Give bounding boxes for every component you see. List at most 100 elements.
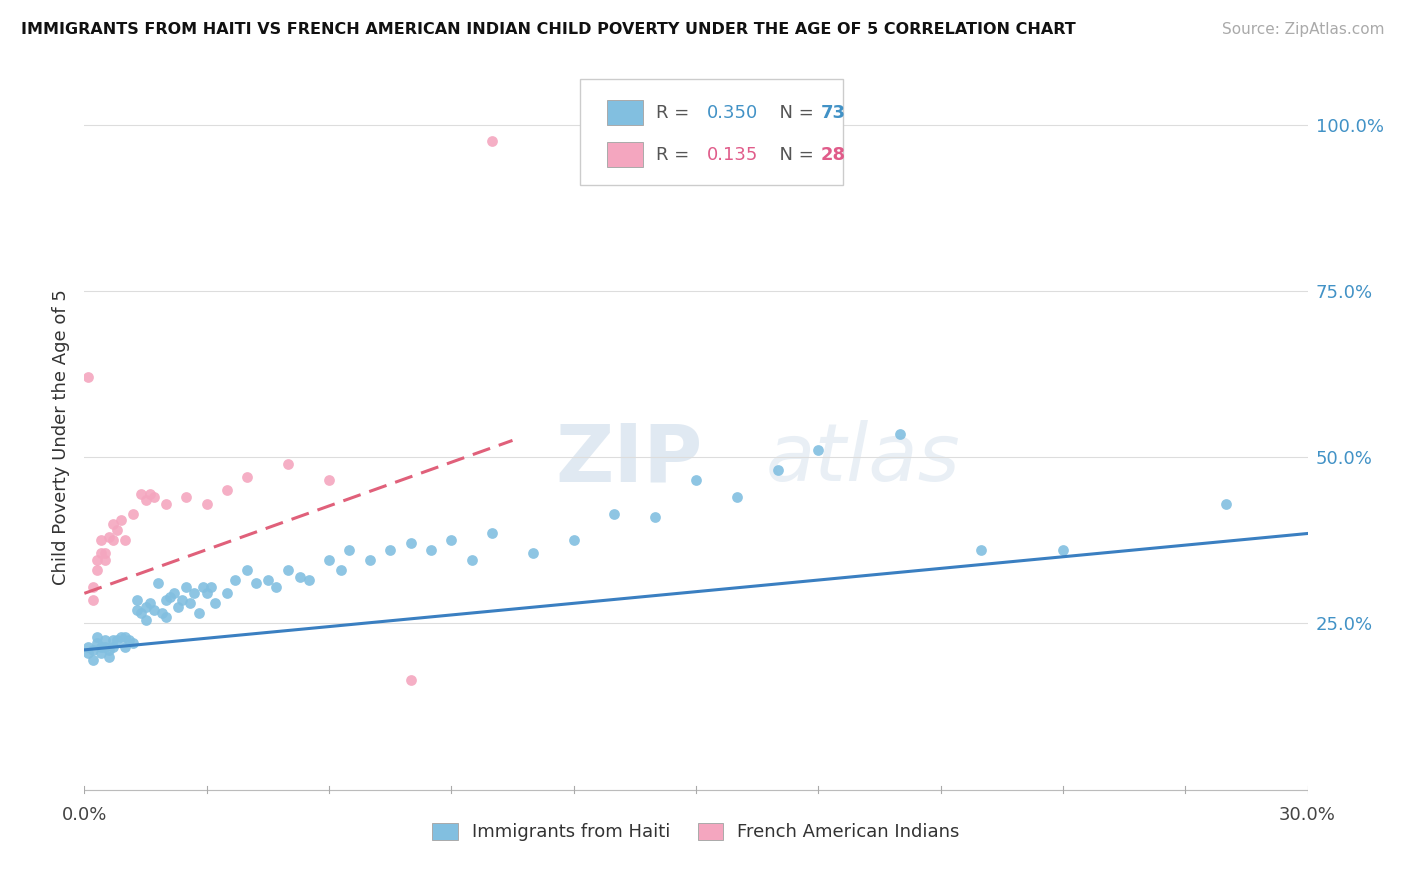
Point [131, 486, 153, 500]
Point [195, 497, 218, 511]
Point [461, 553, 484, 567]
Point [204, 596, 226, 610]
Point [97, 530, 120, 544]
Point [174, 490, 197, 504]
Point [167, 599, 190, 614]
Text: ZIP: ZIP [555, 420, 703, 498]
Point [82, 643, 104, 657]
Point [93, 640, 115, 654]
Point [298, 573, 321, 587]
Text: 0.0%: 0.0% [62, 806, 107, 824]
Point [889, 426, 911, 441]
Point [318, 473, 340, 487]
Point [191, 580, 214, 594]
Point [86, 636, 108, 650]
Point [90, 640, 112, 654]
Point [77, 370, 100, 384]
Point [359, 553, 381, 567]
Point [224, 573, 246, 587]
FancyBboxPatch shape [606, 100, 644, 125]
Point [77, 646, 100, 660]
Text: 0.350: 0.350 [707, 104, 758, 122]
Point [217, 483, 239, 498]
Point [110, 630, 132, 644]
Point [135, 493, 157, 508]
Text: 30.0%: 30.0% [1279, 806, 1336, 824]
Point [399, 536, 422, 550]
Point [105, 632, 128, 647]
Y-axis label: Child Poverty Under the Age of 5: Child Poverty Under the Age of 5 [52, 289, 70, 585]
Point [217, 586, 239, 600]
Point [97, 643, 120, 657]
Point [138, 486, 160, 500]
Point [970, 543, 993, 558]
Point [114, 533, 136, 548]
Point [644, 509, 666, 524]
Point [114, 640, 136, 654]
Point [183, 586, 205, 600]
Point [481, 526, 503, 541]
Text: R =: R = [655, 146, 700, 164]
Point [562, 533, 585, 548]
Point [105, 523, 128, 537]
Point [187, 607, 209, 621]
Point [142, 603, 165, 617]
Point [807, 443, 830, 458]
Point [1215, 497, 1237, 511]
Text: N =: N = [768, 104, 820, 122]
Point [77, 640, 100, 654]
Point [82, 580, 104, 594]
Text: R =: R = [655, 104, 700, 122]
Point [101, 632, 124, 647]
Point [90, 546, 112, 560]
Point [264, 580, 287, 594]
Text: IMMIGRANTS FROM HAITI VS FRENCH AMERICAN INDIAN CHILD POVERTY UNDER THE AGE OF 5: IMMIGRANTS FROM HAITI VS FRENCH AMERICAN… [21, 22, 1076, 37]
Text: 0.135: 0.135 [707, 146, 758, 164]
Point [90, 646, 112, 660]
Point [1052, 543, 1074, 558]
Point [481, 134, 503, 148]
Point [138, 596, 160, 610]
Text: N =: N = [768, 146, 820, 164]
FancyBboxPatch shape [606, 143, 644, 167]
Point [172, 593, 194, 607]
Point [146, 576, 169, 591]
Point [603, 507, 626, 521]
Point [155, 609, 177, 624]
FancyBboxPatch shape [579, 78, 842, 185]
Point [290, 570, 312, 584]
Point [118, 632, 141, 647]
Point [766, 463, 789, 477]
Point [114, 630, 136, 644]
Point [135, 599, 157, 614]
Point [101, 533, 124, 548]
Text: 73: 73 [821, 104, 846, 122]
Point [236, 563, 259, 577]
Point [110, 513, 132, 527]
Point [725, 490, 748, 504]
Point [90, 533, 112, 548]
Text: atlas: atlas [766, 420, 960, 498]
Point [127, 603, 149, 617]
Point [257, 573, 280, 587]
Point [86, 553, 108, 567]
Point [122, 636, 145, 650]
Point [277, 457, 299, 471]
Point [685, 473, 707, 487]
Point [101, 640, 124, 654]
Point [127, 593, 149, 607]
Point [93, 553, 115, 567]
Point [131, 607, 153, 621]
Point [200, 580, 222, 594]
Point [245, 576, 267, 591]
Point [339, 543, 361, 558]
Point [82, 593, 104, 607]
Point [522, 546, 544, 560]
Point [101, 516, 124, 531]
Point [277, 563, 299, 577]
Point [155, 593, 177, 607]
Point [93, 632, 115, 647]
Point [122, 507, 145, 521]
Point [380, 543, 402, 558]
Point [174, 580, 197, 594]
